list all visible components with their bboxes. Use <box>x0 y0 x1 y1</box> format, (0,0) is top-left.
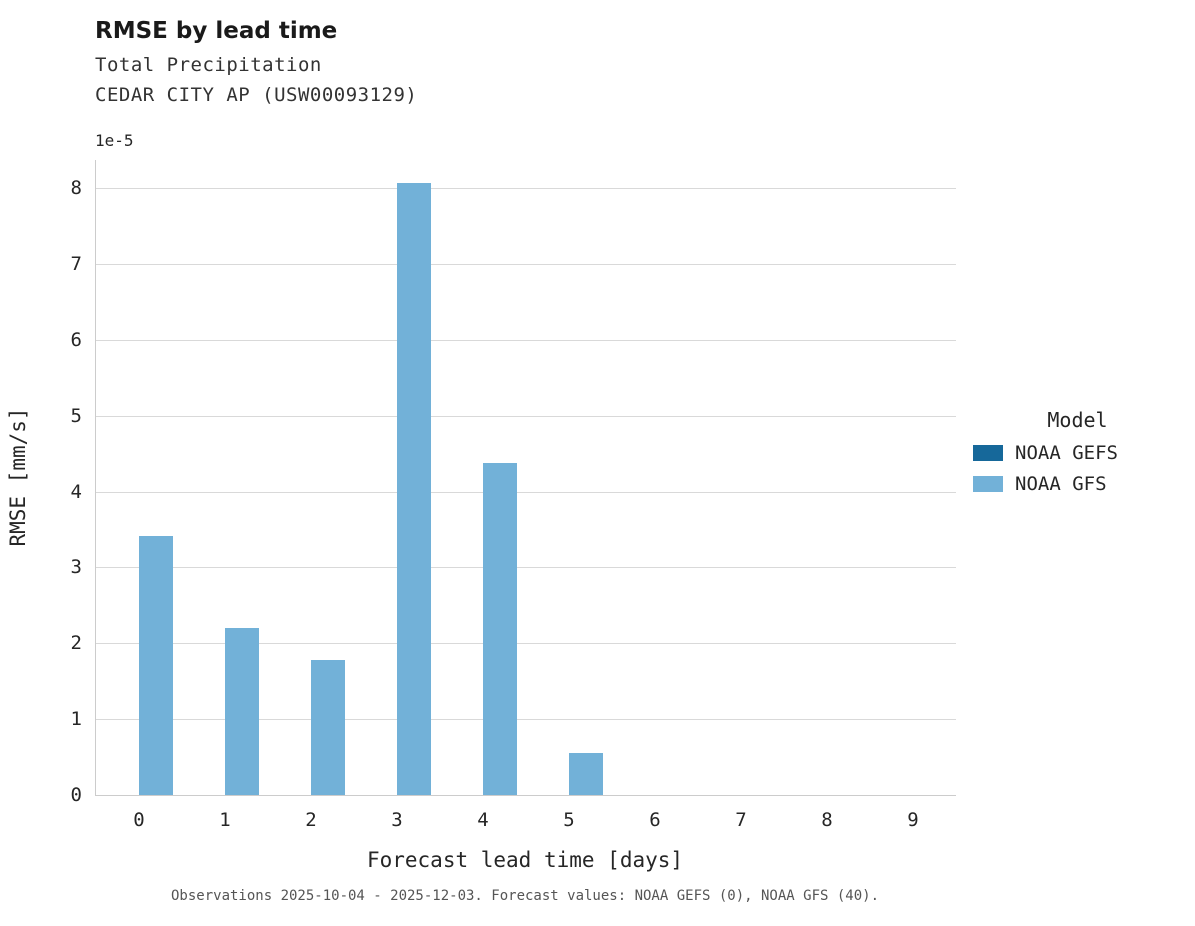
y-tick-label: 4 <box>70 480 82 503</box>
chart-subtitle-variable: Total Precipitation <box>95 54 322 76</box>
x-tick-label: 3 <box>391 809 403 831</box>
gridline <box>96 567 956 569</box>
y-tick-label: 6 <box>70 328 82 351</box>
legend: Model NOAA GEFS NOAA GFS <box>965 408 1190 504</box>
plot-area: 0 1 2 3 4 5 6 7 8 0 1 2 3 4 5 6 7 8 9 <box>71 160 956 831</box>
bar-noaa-gfs-day0 <box>139 535 174 795</box>
y-tick-label: 7 <box>70 252 82 275</box>
x-tick-label: 9 <box>907 809 919 831</box>
x-tick-label: 4 <box>477 809 489 831</box>
x-axis-label: Forecast lead time [days] <box>366 848 684 872</box>
gridline <box>96 188 956 190</box>
gridline <box>96 339 956 341</box>
gridline <box>96 719 956 721</box>
bar-noaa-gfs-day2 <box>311 659 346 795</box>
chart-caption: Observations 2025-10-04 - 2025-12-03. Fo… <box>170 888 880 904</box>
x-tick-label: 0 <box>133 809 145 831</box>
legend-item-gfs: NOAA GFS <box>965 473 1190 495</box>
y-tick-label: 0 <box>70 784 82 806</box>
legend-label-gefs: NOAA GEFS <box>1015 442 1118 464</box>
gridline <box>96 491 956 493</box>
bar-noaa-gfs-day3 <box>397 182 432 795</box>
legend-label-gfs: NOAA GFS <box>1015 473 1107 495</box>
x-tick-label: 1 <box>219 809 231 831</box>
legend-item-gefs: NOAA GEFS <box>965 442 1190 464</box>
y-tick-label: 2 <box>70 632 82 655</box>
legend-swatch-gfs <box>973 476 1003 492</box>
x-tick-label: 7 <box>735 809 747 831</box>
y-axis-label: RMSE [mm/s] <box>6 407 30 547</box>
chart-subtitle-station: CEDAR CITY AP (USW00093129) <box>95 84 418 106</box>
bar-noaa-gfs-day1 <box>225 628 260 795</box>
bar-noaa-gfs-day4 <box>483 462 518 795</box>
y-tick-label: 5 <box>70 404 82 427</box>
y-axis-offset-label: 1e-5 <box>95 131 134 150</box>
chart-title: RMSE by lead time <box>95 18 338 44</box>
gridline <box>96 415 956 417</box>
x-tick-label: 6 <box>649 809 661 831</box>
y-tick-label: 8 <box>70 177 82 200</box>
x-tick-label: 8 <box>821 809 833 831</box>
x-tick-label: 5 <box>563 809 575 831</box>
legend-title: Model <box>1047 408 1108 432</box>
bar-noaa-gfs-day5 <box>569 753 604 795</box>
gridline <box>96 643 956 645</box>
y-tick-label: 3 <box>70 556 82 579</box>
x-tick-label: 2 <box>305 809 317 831</box>
y-tick-label: 1 <box>70 708 82 731</box>
legend-swatch-gefs <box>973 445 1003 461</box>
gridline <box>96 263 956 265</box>
